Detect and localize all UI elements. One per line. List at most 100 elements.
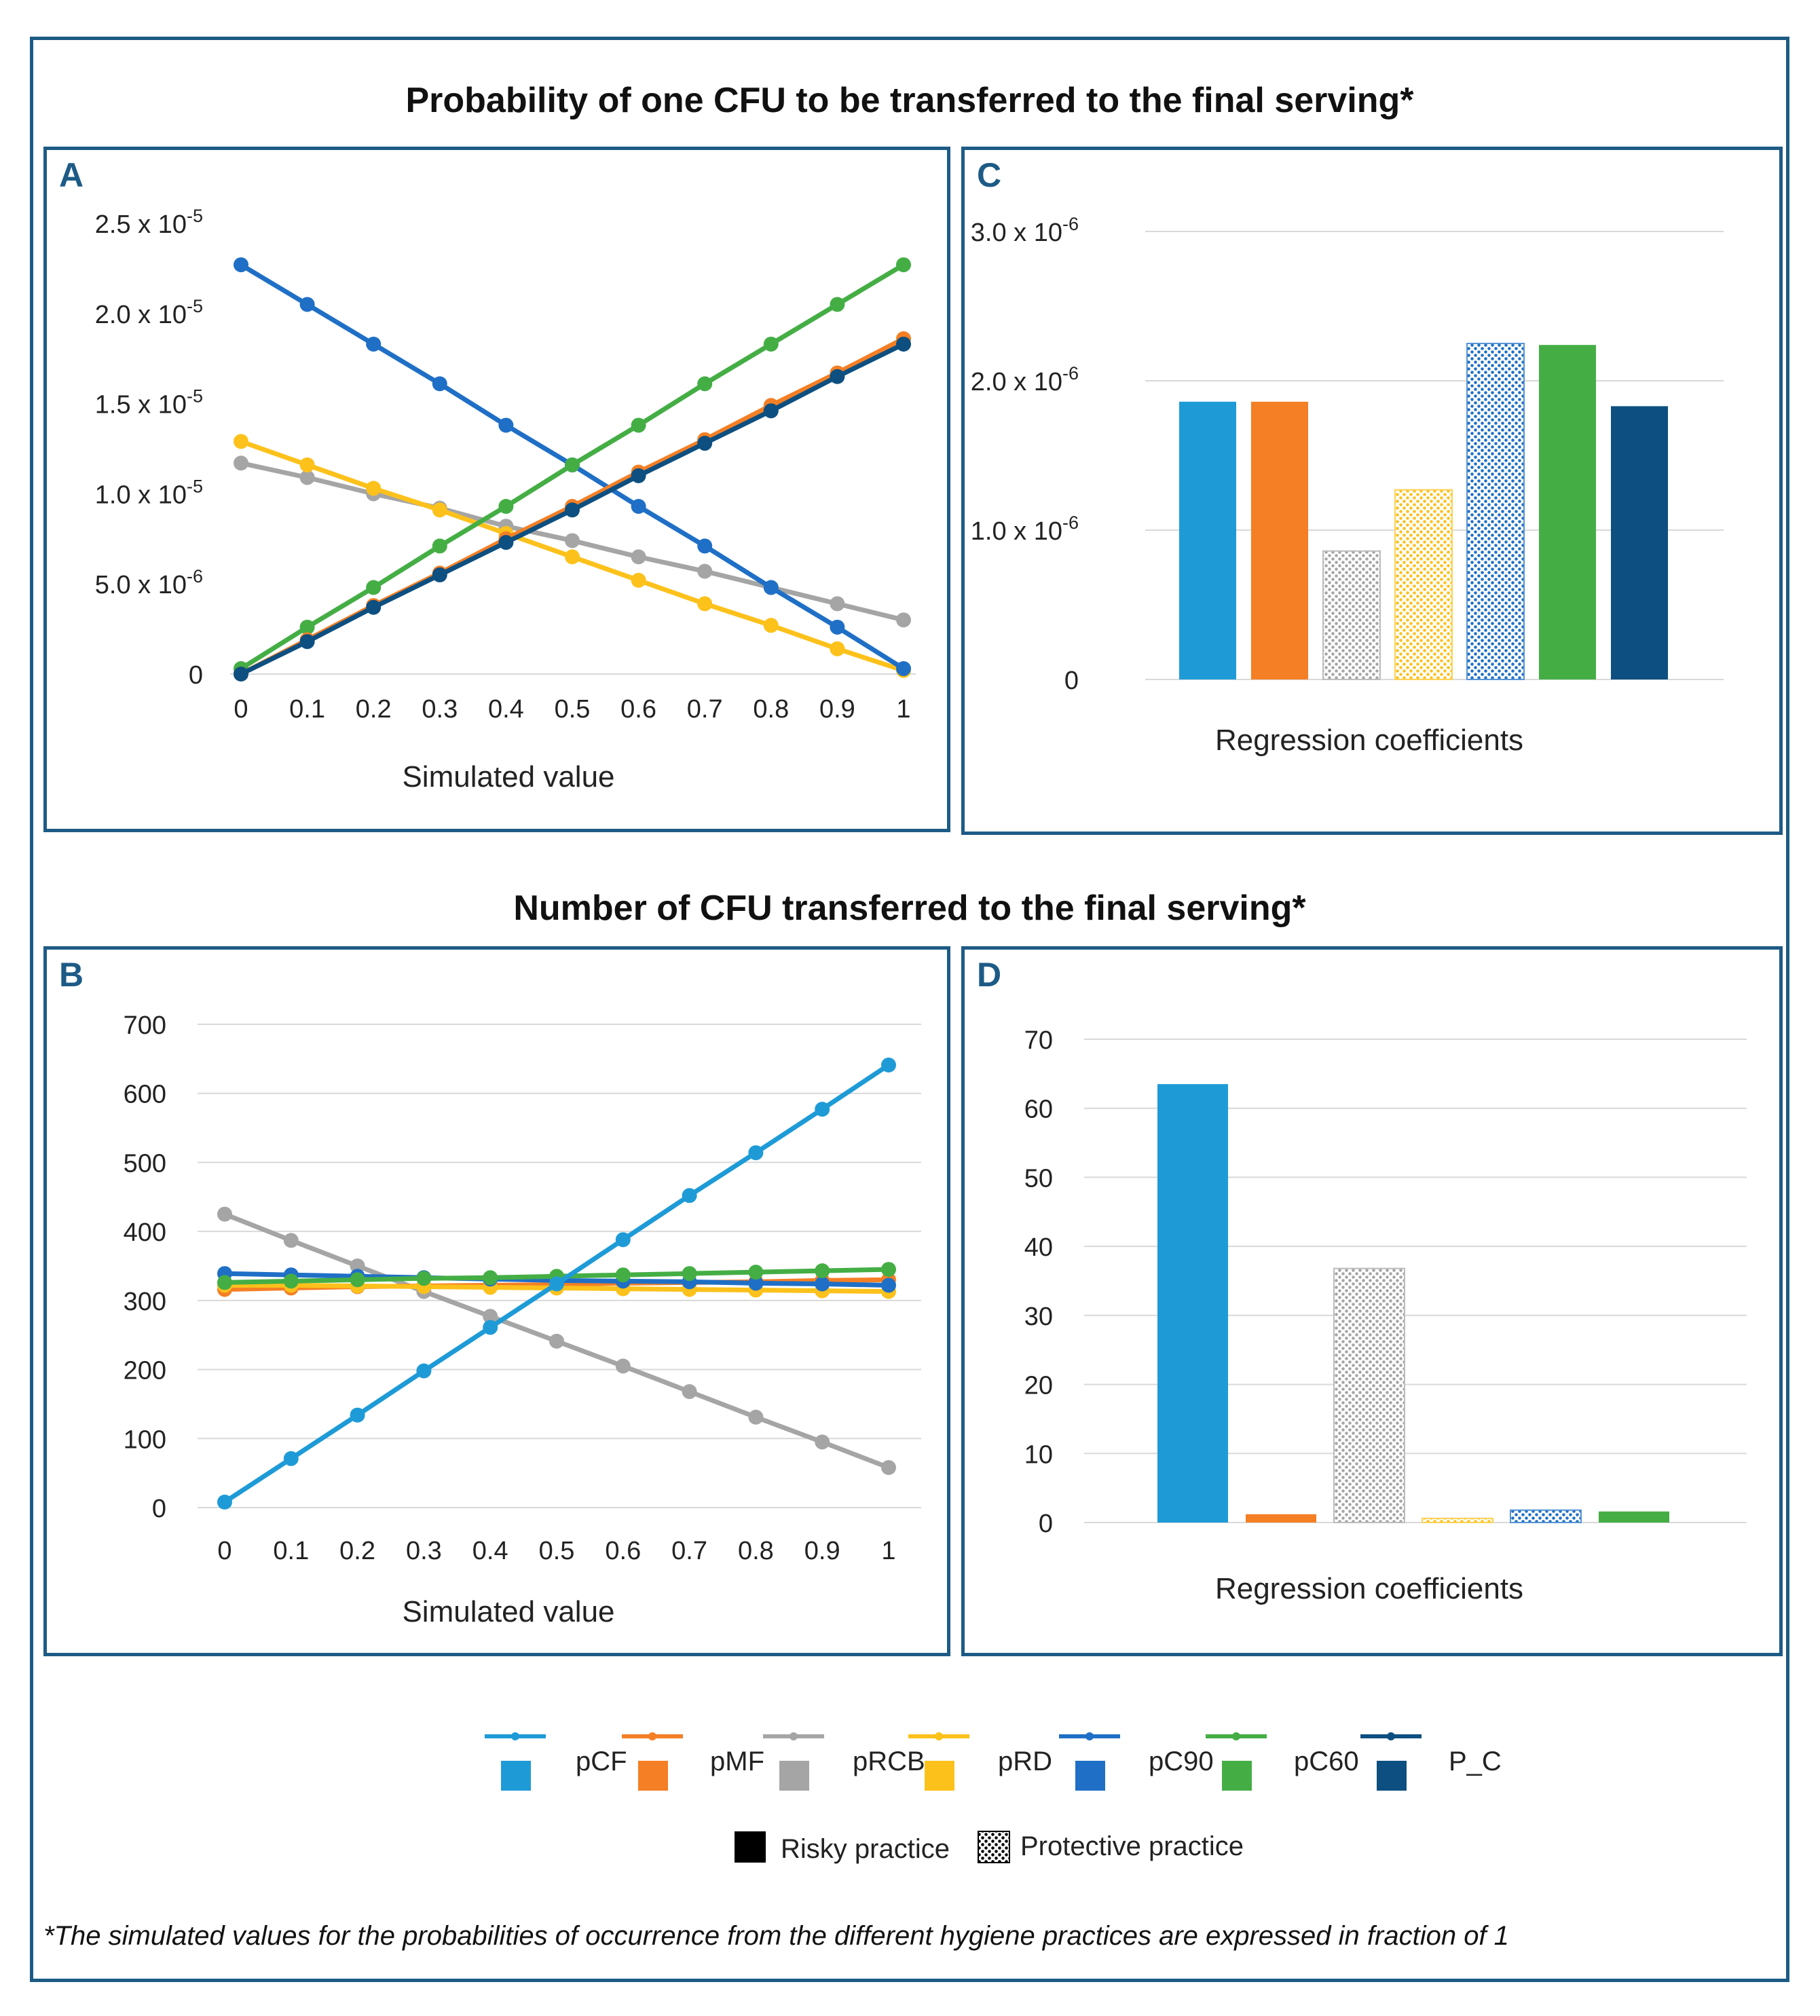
data-point-prcb [896,612,911,628]
data-point-pc90 [815,1276,830,1292]
y-tick-label: 0 [1039,1510,1053,1538]
x-tick-label: 0.2 [339,1537,375,1565]
panel-a: A 0 5.0 x 10-6 1.0 x 10-5 1.5 x 10-5 2.0 x 1… [43,147,950,832]
footnote: *The simulated values for the probabilit… [43,1921,1509,1951]
data-point-pc90 [299,297,315,312]
y-tick-label: 2.0 x 10-6 [971,363,1079,396]
data-point-pc90 [498,417,514,433]
legend-marker-prd [935,1732,943,1740]
data-point-pc60 [366,580,382,595]
panel-b-line-chart: 0 100 200 300 400 500 600 700 0 0.1 0.2 0.3 0.4 0.5 0.… [124,1011,921,1628]
legend-square-pc90 [1075,1761,1105,1791]
y-tick-label: 5.0 x 10-6 [95,566,203,599]
x-tick-label: 0.9 [819,695,855,724]
y-tick-label: 0 [1064,667,1079,695]
panel-b-letter: B [59,956,84,994]
y-tick-label: 1.5 x 10-5 [95,386,203,419]
legend-marker-p_c [1387,1732,1395,1740]
data-point-pcf [217,1494,232,1510]
data-point-prd [697,596,713,612]
x-tick-label: 0.7 [687,695,723,724]
bar-pmf [1251,401,1308,679]
x-tick-label: 0.8 [738,1537,774,1565]
data-point-prcb [881,1460,896,1476]
legend-square-pc60 [1222,1761,1252,1791]
data-point-prcb [697,563,713,579]
data-point-pc60 [763,336,779,352]
y-tick-label: 1.0 x 10-5 [95,476,203,509]
y-tick-label: 100 [124,1425,166,1454]
y-tick-label: 60 [1024,1096,1053,1124]
data-point-pc90 [896,661,911,677]
data-point-pc60 [350,1272,365,1288]
data-point-prcb [234,455,248,471]
data-point-p_c [565,502,580,518]
data-point-pc90 [631,498,646,514]
data-point-p_c [299,634,315,650]
data-point-p_c [498,535,514,550]
bar-pmf [1246,1514,1316,1523]
data-point-prcb [565,533,580,548]
data-point-prd [366,481,382,496]
data-point-pc60 [217,1275,232,1290]
y-tick-label: 70 [1024,1026,1053,1055]
data-point-pc60 [881,1262,896,1277]
data-point-prd [299,457,315,472]
data-point-pc60 [896,257,911,273]
data-point-p_c [234,667,248,682]
panel-c-bar-chart: 0 1.0 x 10-6 2.0 x 10-6 3.0 x 10-6 Regressio… [971,214,1724,757]
legend-marker-pc60 [1232,1732,1240,1740]
y-tick-label: 40 [1024,1233,1053,1262]
data-point-pc90 [432,376,447,392]
data-point-pcf [549,1276,564,1292]
x-tick-label: 0.5 [555,695,591,724]
legend-marker-prcb [790,1732,798,1740]
data-point-pc60 [498,498,514,514]
data-point-pc90 [881,1277,896,1293]
panel-d: D 0 10 20 30 40 50 60 70 Regression coefficients [961,946,1783,1656]
y-tick-label: 200 [124,1357,166,1385]
x-tick-label: 0.3 [422,695,458,724]
data-point-pc90 [830,619,845,635]
data-point-pcf [881,1058,896,1073]
x-tick-label: 0.7 [671,1537,707,1565]
panel-c: C 0 1.0 x 10-6 2.0 x 10-6 3.0 x 10-6 Regress… [961,147,1783,835]
legend-square-pmf [638,1761,668,1791]
data-point-prcb [748,1409,764,1425]
data-point-pc90 [366,336,382,352]
panel-b: B 0 100 200 300 400 500 600 700 0 0.1 0.2 0.3 0.4 0.5… [43,946,950,1656]
y-tick-label: 20 [1024,1372,1053,1400]
data-point-p_c [763,403,779,419]
x-tick-label: 0.6 [620,695,656,724]
x-tick-label: 1 [881,1537,895,1565]
bar-prcb [1322,550,1381,680]
data-point-p_c [432,567,447,582]
legend-square-pcf [501,1761,531,1791]
figure-frame [30,37,1789,1982]
data-point-pc60 [565,457,580,472]
legend-label-prd: pRD [998,1747,1053,1776]
legend-square-prd [925,1761,954,1791]
data-point-pc90 [697,538,713,554]
data-point-pcf [815,1102,830,1117]
bar-p_c [1611,406,1668,679]
data-point-pc60 [682,1266,697,1282]
y-tick-label: 3.0 x 10-6 [971,214,1079,247]
legend-marker-pcf [511,1732,519,1740]
data-point-prd [234,434,248,449]
x-tick-label: 0.3 [406,1537,442,1565]
data-point-prcb [483,1309,498,1324]
x-axis-title: Regression coefficients [1215,1572,1523,1605]
x-tick-label: 0 [217,1537,231,1565]
x-tick-label: 0 [234,695,248,724]
bar-pc60 [1539,345,1596,679]
data-point-pc60 [615,1267,631,1283]
data-point-prcb [815,1434,830,1450]
y-tick-label: 500 [124,1149,166,1178]
y-tick-label: 600 [124,1081,166,1109]
data-point-prcb [615,1358,631,1374]
x-tick-label: 0.5 [539,1537,575,1565]
legend-marker-pmf [648,1732,656,1740]
data-point-prcb [830,596,845,612]
data-point-pc90 [234,257,248,273]
